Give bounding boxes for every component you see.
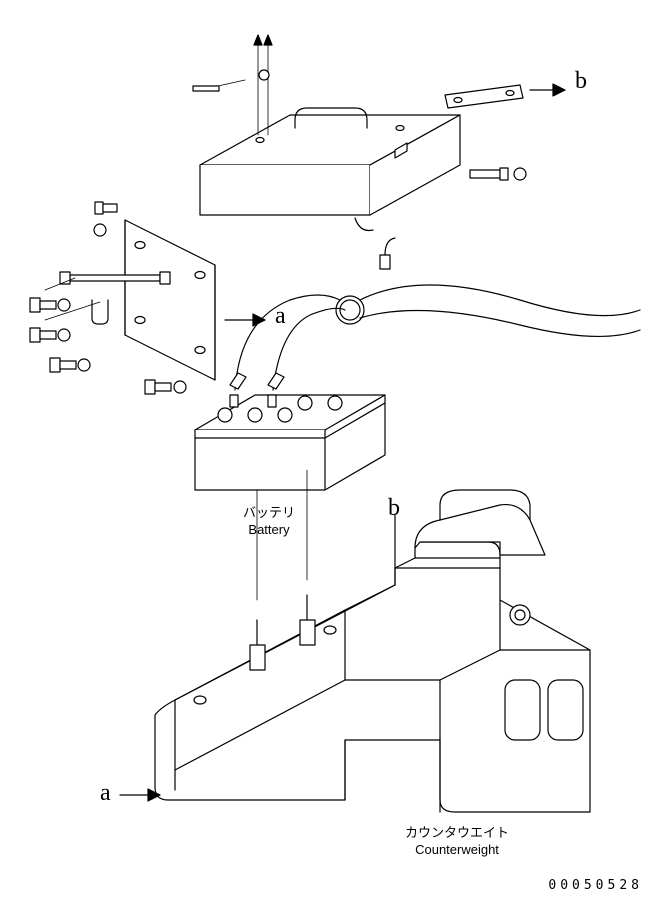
letter-a-top: a <box>275 303 286 330</box>
letter-a-bottom: a <box>100 780 111 807</box>
battery <box>195 395 385 600</box>
diagram-canvas <box>0 0 661 903</box>
arrow-a-bottom <box>120 789 160 801</box>
wiring-harness <box>230 238 640 390</box>
counterweight-label-jp: カウンタウエイト <box>405 825 509 840</box>
battery-label-jp: バッテリ <box>243 505 295 520</box>
counterweight-label-en: Counterweight <box>415 842 499 857</box>
battery-label: バッテリ Battery <box>243 505 295 539</box>
drawing-code: 00050528 <box>548 878 643 893</box>
fastener-bottom <box>145 380 186 394</box>
cover-plate <box>193 35 526 231</box>
battery-label-en: Battery <box>248 522 289 537</box>
counterweight-assembly <box>155 490 590 812</box>
strap-b <box>445 84 565 108</box>
letter-b-top: b <box>575 68 587 95</box>
letter-b-bottom: b <box>388 495 400 522</box>
side-plate <box>125 220 265 380</box>
counterweight-label: カウンタウエイト Counterweight <box>405 825 509 859</box>
